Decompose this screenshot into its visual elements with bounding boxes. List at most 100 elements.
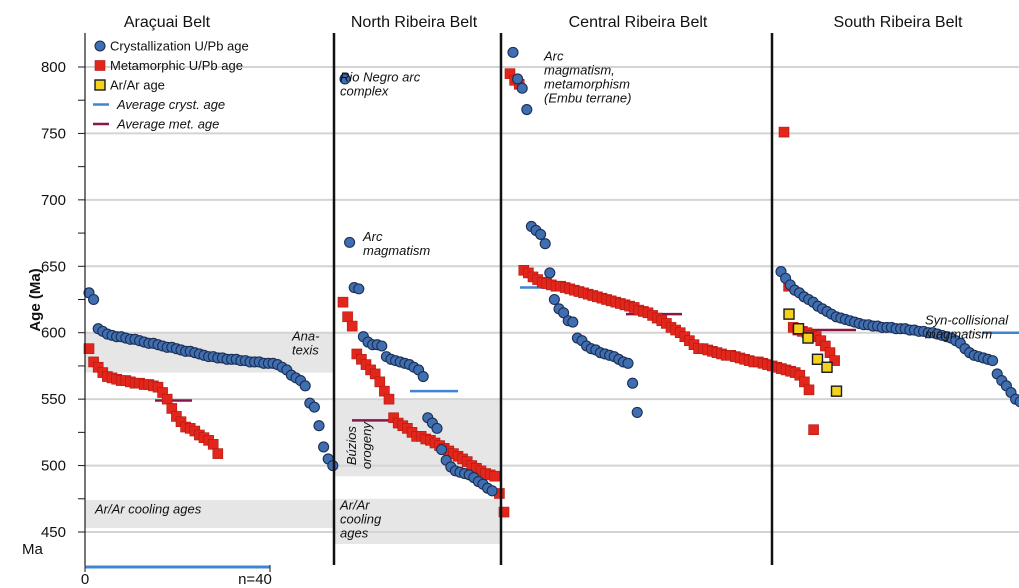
legend-metamorphic-marker bbox=[94, 60, 106, 71]
north-ribeira-belt-annotation-line: cooling bbox=[340, 511, 382, 526]
central-ribeira-belt-metamorphic-point bbox=[803, 384, 815, 396]
north-ribeira-belt-annotation: Arc magmatism bbox=[362, 229, 430, 258]
y-tick-label: 700 bbox=[41, 192, 66, 209]
north-ribeira-belt-annotation: Ar/Ar cooling ages bbox=[339, 497, 382, 540]
y-axis-title: Age (Ma) bbox=[27, 268, 44, 331]
aracuai-belt-crystallization-point bbox=[299, 380, 311, 392]
central-ribeira-belt-crystallization-point bbox=[535, 228, 547, 240]
south-ribeira-belt-arar-point bbox=[783, 308, 795, 320]
north-ribeira-belt-metamorphic-point bbox=[342, 311, 353, 323]
south-ribeira-belt-crystallization-point bbox=[1014, 396, 1019, 408]
bands-layer bbox=[85, 332, 501, 544]
south-ribeira-belt-crystallization-point bbox=[987, 355, 999, 367]
north-ribeira-belt-annotation-line: Arc bbox=[362, 229, 383, 244]
y-tick-label: 600 bbox=[41, 325, 66, 342]
y-unit-label: Ma bbox=[22, 541, 43, 558]
north-ribeira-belt-annotation-line: orogeny bbox=[359, 421, 374, 469]
y-axis: 450 500 550 600 650 700 750 800 Ma Age (Ma) bbox=[22, 33, 86, 565]
count-axis-label-start: 0 bbox=[81, 571, 89, 588]
central-ribeira-belt-crystallization-point bbox=[507, 46, 519, 58]
legend-item-metamorphic: Metamorphic U/Pb age bbox=[94, 58, 243, 73]
south-ribeira-belt-annotation-line: magmatism bbox=[925, 327, 992, 342]
north-ribeira-belt-metamorphic-point bbox=[383, 393, 395, 405]
aracuai-belt-metamorphic-point bbox=[212, 448, 224, 459]
north-ribeira-belt-annotation-line: complex bbox=[340, 84, 389, 99]
central-ribeira-belt-crystallization-point bbox=[548, 293, 560, 306]
south-ribeira-belt-metamorphic-point bbox=[778, 126, 790, 138]
legend-crystallization-marker bbox=[94, 40, 106, 52]
north-ribeira-belt-metamorphic-point bbox=[374, 376, 386, 388]
legend-item-arar: Ar/Ar age bbox=[94, 78, 165, 93]
count-axis: 0 n=40 bbox=[81, 565, 272, 588]
north-ribeira-belt-title: North Ribeira Belt bbox=[351, 14, 478, 31]
south-ribeira-belt-title: South Ribeira Belt bbox=[834, 14, 964, 31]
central-ribeira-belt-crystallization-point bbox=[631, 406, 643, 418]
legend-arar-marker bbox=[94, 79, 106, 91]
north-ribeira-belt-crystallization-point bbox=[417, 371, 429, 383]
central-ribeira-belt-annotation-line: magmatism, bbox=[544, 62, 615, 77]
aracuai-belt-metamorphic-point bbox=[83, 343, 95, 354]
aracuai-belt-crystallization-point bbox=[318, 441, 330, 453]
north-ribeira-belt-metamorphic-point bbox=[337, 296, 349, 308]
aracuai-belt-crystallization-point bbox=[308, 401, 320, 413]
aracuai-belt-metamorphic-point bbox=[161, 393, 173, 405]
central-ribeira-belt-crystallization-point bbox=[627, 377, 639, 389]
north-ribeira-belt-band bbox=[334, 498, 501, 544]
data-points bbox=[83, 46, 1019, 518]
aracuai-belt-metamorphic-point bbox=[207, 439, 219, 450]
north-ribeira-belt-annotation-line: Rio Negro arc bbox=[340, 70, 421, 85]
legend-label-arar: Ar/Ar age bbox=[110, 78, 165, 93]
south-ribeira-belt-metamorphic-point bbox=[829, 355, 840, 366]
north-ribeira-belt-annotation: Búziosorogeny bbox=[344, 421, 374, 469]
y-tick-label: 500 bbox=[41, 458, 66, 475]
north-ribeira-belt-annotation-line: magmatism bbox=[363, 243, 430, 258]
south-ribeira-belt-annotation: Syn-collisional magmatism bbox=[925, 313, 1009, 342]
north-ribeira-belt-annotation-line: Ar/Ar bbox=[339, 497, 370, 512]
belt-frames bbox=[332, 33, 774, 565]
central-ribeira-belt-metamorphic-point bbox=[808, 424, 819, 436]
north-ribeira-belt-crystallization-point bbox=[353, 283, 365, 295]
north-ribeira-belt-crystallization-point bbox=[344, 236, 356, 248]
gridlines bbox=[85, 66, 1019, 533]
aracuai-belt-title: Araçuai Belt bbox=[124, 14, 211, 31]
central-ribeira-belt-annotation-line: (Embu terrane) bbox=[544, 90, 631, 105]
aracuai-belt-crystallization-point bbox=[88, 293, 100, 306]
south-ribeira-belt-arar-point bbox=[830, 385, 843, 397]
central-ribeira-belt-annotation: Arc magmatism, metamorphism (Embu terrane) bbox=[543, 48, 631, 105]
aracuai-belt-annotation-line: texis bbox=[292, 343, 319, 358]
aracuai-belt-band bbox=[85, 500, 334, 529]
north-ribeira-belt-annotation-line: Búzios bbox=[344, 426, 359, 466]
aracuai-belt-annotation-line: Ar/Ar cooling ages bbox=[94, 501, 202, 516]
north-ribeira-belt-metamorphic-point bbox=[346, 320, 358, 332]
aracuai-belt-annotation: Ana-texis bbox=[291, 329, 320, 358]
south-ribeira-belt-arar-point bbox=[821, 361, 833, 373]
central-ribeira-belt-title: Central Ribeira Belt bbox=[569, 14, 708, 31]
labels: 450 500 550 600 650 700 750 800 Ma Age (Ma) 0 n=40 A… bbox=[22, 14, 1009, 588]
central-ribeira-belt-crystallization-point bbox=[622, 357, 634, 369]
central-ribeira-belt-crystallization-point bbox=[512, 73, 524, 85]
central-ribeira-belt-crystallization-point bbox=[539, 238, 551, 250]
aracuai-belt-crystallization-point bbox=[313, 420, 325, 432]
north-ribeira-belt-annotation: Rio Negro arc complex bbox=[340, 70, 421, 99]
north-ribeira-belt-crystallization-point bbox=[431, 422, 443, 434]
south-ribeira-belt-arar-point bbox=[802, 332, 814, 344]
y-tick-label: 800 bbox=[41, 59, 66, 76]
north-ribeira-belt-crystallization-point bbox=[436, 444, 448, 456]
legend-label-crystallization: Crystallization U/Pb age bbox=[110, 39, 249, 54]
north-ribeira-belt-crystallization-point bbox=[339, 73, 351, 85]
aracuai-belt-annotation-line: Ana- bbox=[291, 329, 320, 344]
legend: Crystallization U/Pb age Metamorphic U/Pb… bbox=[93, 39, 249, 132]
south-ribeira-belt-annotation-line: Syn-collisional bbox=[925, 313, 1009, 328]
y-tick-label: 450 bbox=[41, 524, 66, 541]
aracuai-belt-annotation: Ar/Ar cooling ages bbox=[94, 501, 202, 516]
legend-item-avg_cryst: Average cryst. age bbox=[93, 97, 225, 112]
north-ribeira-belt-metamorphic-point bbox=[489, 470, 501, 482]
central-ribeira-belt-crystallization-point bbox=[567, 316, 579, 328]
north-ribeira-belt-crystallization-point bbox=[486, 485, 498, 497]
legend-item-crystallization: Crystallization U/Pb age bbox=[94, 39, 249, 54]
y-tick-label: 650 bbox=[41, 258, 66, 275]
central-ribeira-belt-annotation-line: Arc bbox=[543, 48, 564, 63]
count-axis-label-end: n=40 bbox=[238, 571, 272, 588]
legend-label-metamorphic: Metamorphic U/Pb age bbox=[110, 58, 243, 73]
